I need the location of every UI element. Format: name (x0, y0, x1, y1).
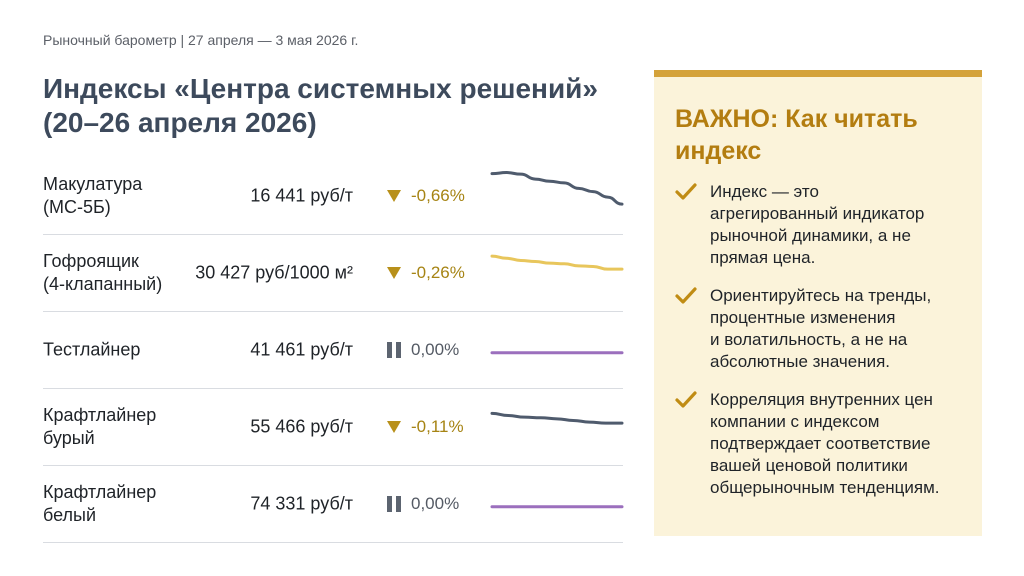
row-name: Макулатура (МС-5Б) (43, 173, 142, 219)
title-line-1: Индексы «Центра системных решений» (43, 73, 598, 104)
row-change: -0,26% (387, 263, 465, 283)
report-meta: Рыночный барометр | 27 апреля — 3 мая 20… (43, 32, 359, 48)
index-row: Гофроящик (4-клапанный) 30 427 руб/1000 м²… (43, 235, 624, 312)
row-name: Крафтлайнер белый (43, 481, 156, 527)
row-name-line: Крафтлайнер (43, 405, 157, 425)
panel-title: ВАЖНО: Как читать индекс (675, 103, 918, 167)
triangle-down-icon (387, 190, 401, 202)
row-change-value: -0,66% (411, 186, 465, 205)
row-name-line: Тестлайнер (43, 339, 141, 360)
panel-list-item: Корреляция внутренних цен компании с инде… (672, 389, 972, 499)
panel-item-line: и волатильность, а не на (710, 330, 908, 349)
row-change: 0,00% (387, 340, 459, 360)
panel-list-item: Индекс — это агрегированный индикатор рыно… (672, 181, 972, 269)
row-change-value: 0,00% (411, 340, 460, 359)
row-name-line: (МС-5Б) (43, 197, 111, 217)
row-change-value: -0,11% (411, 417, 464, 436)
index-table: Макулатура (МС-5Б) 16 441 руб/т -0,66% Гофро… (43, 158, 624, 543)
row-price: 16 441 руб/т (250, 185, 353, 206)
panel-item-line: Корреляция внутренних цен (710, 390, 933, 409)
row-name-line: Крафтлайнер (43, 482, 157, 502)
panel-item-line: подтверждает соответствие (710, 434, 931, 453)
row-name-line: бурый (43, 428, 95, 448)
row-change-value: -0,26% (411, 263, 465, 282)
panel-item-line: процентные изменения (710, 308, 896, 327)
panel-list: Индекс — это агрегированный индикатор рыно… (672, 181, 972, 515)
sparkline (490, 351, 624, 355)
sparkline-path (490, 254, 624, 271)
row-name: Тестлайнер (43, 339, 140, 362)
row-price: 55 466 руб/т (250, 416, 353, 437)
check-icon (675, 183, 697, 200)
row-price: 41 461 руб/т (250, 339, 353, 360)
pause-icon (387, 496, 401, 512)
title-line-2: (20–26 апреля 2026) (43, 107, 317, 138)
panel-list-item: Ориентируйтесь на тренды, процентные изме… (672, 285, 972, 373)
info-panel: ВАЖНО: Как читать индекс Индекс — это агр… (654, 70, 982, 536)
panel-item-line: общерыночным тенденциям. (710, 478, 940, 497)
panel-title-line-2: индекс (675, 137, 762, 165)
row-name-line: Гофроящик (43, 251, 139, 271)
panel-item-line: агрегированный индикатор (710, 204, 925, 223)
row-change: -0,66% (387, 186, 465, 206)
index-row: Тестлайнер 41 461 руб/т 0,00% (43, 312, 624, 389)
row-name-line: Макулатура (43, 174, 143, 194)
sparkline (490, 171, 624, 206)
row-change: 0,00% (387, 494, 459, 514)
triangle-down-icon (387, 267, 401, 279)
row-price: 74 331 руб/т (250, 493, 353, 514)
row-name-line: белый (43, 505, 97, 525)
row-name: Гофроящик (4-клапанный) (43, 250, 162, 296)
index-row: Макулатура (МС-5Б) 16 441 руб/т -0,66% (43, 158, 624, 235)
panel-item-line: вашей ценовой политики (710, 456, 908, 475)
check-icon (675, 287, 697, 304)
panel-item-line: прямая цена. (710, 248, 816, 267)
index-row: Крафтлайнер белый 74 331 руб/т 0,00% (43, 466, 624, 543)
row-name: Крафтлайнер бурый (43, 404, 156, 450)
sparkline-path (490, 171, 624, 206)
panel-title-line-1: ВАЖНО: Как читать (675, 105, 918, 133)
triangle-down-icon (387, 421, 401, 433)
sparkline-path (490, 411, 624, 425)
panel-item-line: Индекс — это (710, 182, 819, 201)
panel-item-line: компании с индексом (710, 412, 880, 431)
row-price: 30 427 руб/1000 м² (195, 262, 353, 283)
row-change-value: 0,00% (411, 494, 460, 513)
index-row: Крафтлайнер бурый 55 466 руб/т -0,11% (43, 389, 624, 466)
sparkline (490, 505, 624, 509)
sparkline (490, 254, 624, 271)
panel-item-line: Ориентируйтесь на тренды, (710, 286, 932, 305)
row-name-line: (4-клапанный) (43, 274, 163, 294)
sparkline (490, 411, 624, 425)
page-title: Индексы «Центра системных решений» (20–2… (43, 72, 623, 140)
panel-item-line: рыночной динамики, а не (710, 226, 911, 245)
panel-item-line: абсолютные значения. (710, 352, 891, 371)
pause-icon (387, 342, 401, 358)
check-icon (675, 391, 697, 408)
row-change: -0,11% (387, 417, 464, 437)
